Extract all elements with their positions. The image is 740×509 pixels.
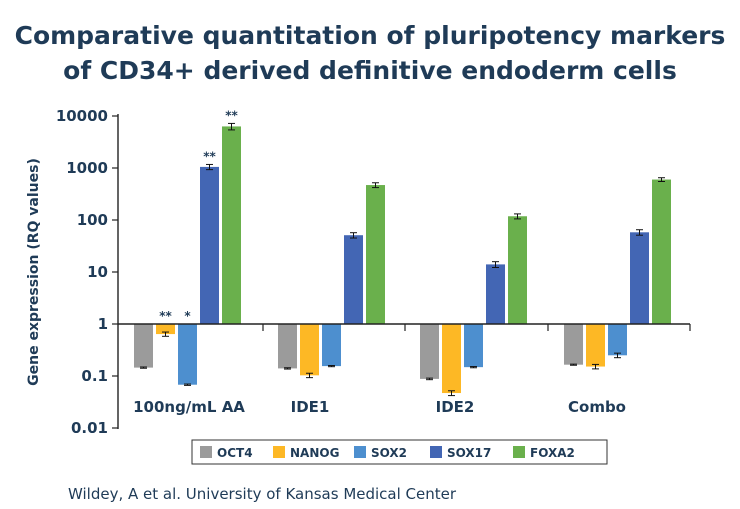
legend-box — [191, 439, 608, 465]
category-label: 100ng/mL AA — [133, 398, 245, 416]
bar-nanog — [156, 324, 175, 335]
significance-marker: ** — [159, 309, 172, 323]
bar-nanog — [300, 324, 319, 376]
y-tick-label: 0.01 — [71, 419, 108, 437]
y-tick-label: 0.1 — [81, 367, 108, 385]
bar-sox17 — [344, 235, 363, 324]
legend-swatch-oct4 — [200, 446, 212, 458]
legend-label-sox17: SOX17 — [447, 446, 491, 460]
y-tick-label: 10000 — [56, 107, 108, 125]
bar-sox2 — [608, 324, 627, 356]
bar-nanog — [586, 324, 605, 367]
bar-oct4 — [278, 324, 297, 369]
category-label: IDE2 — [436, 398, 475, 416]
category-label: Combo — [568, 398, 626, 416]
bar-foxa2 — [366, 185, 385, 324]
bar-oct4 — [564, 324, 583, 365]
bar-sox17 — [486, 264, 505, 324]
legend-swatch-nanog — [273, 446, 285, 458]
bar-sox2 — [178, 324, 197, 385]
y-tick-label: 100 — [77, 211, 108, 229]
category-label: IDE1 — [291, 398, 330, 416]
legend-swatch-foxa2 — [513, 446, 525, 458]
bar-foxa2 — [222, 126, 241, 324]
bar-sox17 — [200, 166, 219, 324]
bar-group: ** ***** — [134, 108, 671, 397]
significance-marker: ** — [225, 108, 238, 122]
bar-sox2 — [322, 324, 341, 367]
bar-foxa2 — [652, 179, 671, 324]
legend-label-oct4: OCT4 — [217, 446, 253, 460]
legend-label-foxa2: FOXA2 — [530, 446, 575, 460]
y-axis-label: Gene expression (RQ values) — [26, 158, 42, 386]
bar-foxa2 — [508, 216, 527, 324]
significance-marker: ** — [203, 149, 216, 163]
bar-oct4 — [134, 324, 153, 368]
y-axis: 0.01 0.1 1 10 100 1000 10000 — [56, 107, 118, 437]
legend-swatch-sox17 — [430, 446, 442, 458]
y-tick-label: 1 — [98, 315, 108, 333]
chart-title-line-1: Comparative quantitation of pluripotency… — [15, 21, 726, 50]
legend: OCT4 NANOG SOX2 SOX17 FOXA2 — [191, 439, 608, 465]
legend-label-sox2: SOX2 — [371, 446, 407, 460]
bar-oct4 — [420, 324, 439, 379]
axes — [117, 114, 691, 429]
legend-swatch-sox2 — [354, 446, 366, 458]
legend-label-nanog: NANOG — [290, 446, 339, 460]
bar-sox2 — [464, 324, 483, 368]
bar-nanog — [442, 324, 461, 394]
y-tick-label: 10 — [87, 263, 108, 281]
credit-text: Wildey, A et al. University of Kansas Me… — [68, 485, 457, 503]
y-tick-label: 1000 — [66, 159, 108, 177]
chart-title-line-2: of CD34+ derived definitive endoderm cel… — [63, 56, 677, 85]
category-labels: 100ng/mL AA IDE1 IDE2 Combo — [133, 398, 626, 416]
bar-sox17 — [630, 232, 649, 324]
significance-marker: * — [184, 309, 191, 323]
